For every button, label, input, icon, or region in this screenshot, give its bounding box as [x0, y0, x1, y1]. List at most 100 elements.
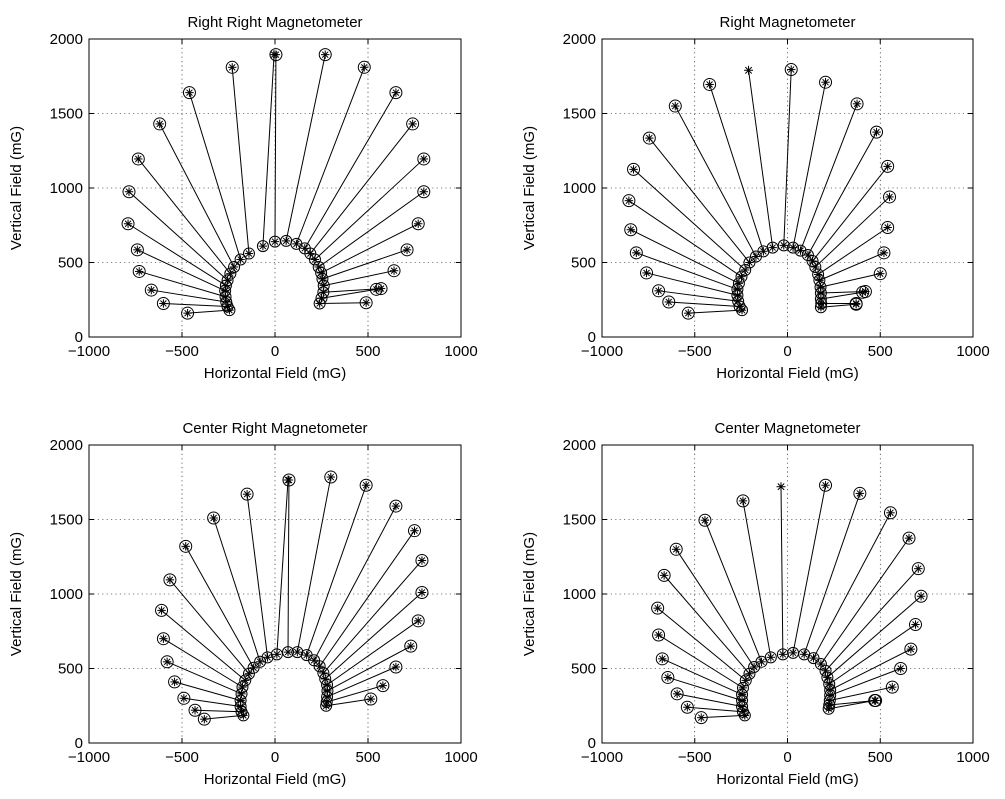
- field-vector: [813, 246, 891, 287]
- y-tick-label: 500: [571, 255, 596, 272]
- panel-title: Center Right Magnetometer: [182, 420, 367, 437]
- star-stroke: [655, 631, 662, 639]
- vector-tip-circle: [408, 524, 421, 538]
- star-stroke: [160, 300, 167, 307]
- vector-base-star: [796, 246, 805, 255]
- vector-tip-circle: [389, 499, 403, 513]
- x-tick-label: −500: [678, 343, 712, 360]
- vector-base-circle: [313, 297, 326, 310]
- vector-tip-circle: [122, 185, 136, 199]
- star-stroke: [418, 589, 426, 596]
- star-stroke: [273, 651, 281, 658]
- star-stroke: [800, 651, 808, 658]
- star-stroke: [787, 66, 795, 73]
- vector-base-star: [321, 701, 331, 710]
- ticks: −1000 −500 0 500 1000 0 500 1000 1500 2000: [50, 437, 478, 766]
- field-vector: [698, 513, 768, 668]
- vector-line: [285, 54, 326, 241]
- x-tick-label: 0: [271, 343, 279, 360]
- panel-title: Right Magnetometer: [720, 14, 856, 31]
- vector-tip-star: [271, 50, 281, 59]
- vector-tip-star: [744, 65, 754, 75]
- star-stroke: [643, 269, 650, 277]
- star-stroke: [186, 89, 193, 96]
- vector-line: [829, 648, 912, 691]
- vector-base-circle: [236, 681, 249, 694]
- star-stroke: [905, 534, 913, 542]
- star-stroke: [272, 51, 280, 58]
- field-vector: [669, 542, 761, 674]
- field-vector: [655, 652, 749, 701]
- vector-tip-star: [402, 245, 412, 255]
- star-stroke: [660, 572, 668, 579]
- x-axis-label: Horizontal Field (mG): [204, 771, 347, 788]
- star-stroke: [311, 256, 319, 263]
- vector-tip-star: [159, 299, 168, 308]
- vector-tip-circle: [411, 217, 425, 231]
- star-stroke: [826, 697, 834, 704]
- vector-tip-circle: [624, 223, 638, 237]
- field-vector: [823, 618, 922, 691]
- vector-line: [169, 579, 250, 675]
- star-stroke: [876, 270, 884, 277]
- star-stroke: [856, 490, 864, 497]
- y-tick-label: 1500: [50, 106, 83, 123]
- star-stroke: [237, 256, 244, 263]
- vector-tip-circle: [387, 264, 401, 278]
- vector-base-circle: [743, 256, 756, 269]
- star-stroke: [418, 557, 426, 564]
- vector-line: [780, 486, 784, 655]
- vector-tip-circle: [364, 692, 378, 706]
- vector-line: [704, 520, 762, 662]
- vector-tip-circle: [132, 264, 146, 278]
- vector-line: [296, 476, 332, 653]
- vector-tip-circle: [369, 282, 383, 296]
- star-stroke: [734, 297, 742, 305]
- vector-tip-star: [672, 689, 682, 699]
- star-stroke: [160, 635, 167, 643]
- field-vector: [776, 482, 789, 661]
- vector-tip-circle: [324, 470, 338, 484]
- x-tick-label: 0: [783, 749, 791, 766]
- vector-line: [139, 270, 226, 298]
- field-vectors: [622, 63, 897, 320]
- vector-line: [829, 686, 893, 702]
- star-stroke: [645, 134, 653, 142]
- vector-tip-circle: [640, 266, 654, 280]
- vector-line: [800, 103, 858, 251]
- vector-base-star: [824, 704, 833, 713]
- field-vector: [652, 628, 749, 694]
- vector-line: [792, 82, 827, 248]
- star-stroke: [166, 576, 174, 584]
- y-tick-label: 500: [571, 661, 596, 678]
- x-tick-label: 1000: [444, 749, 477, 766]
- vector-line: [262, 54, 275, 247]
- star-stroke: [264, 654, 271, 661]
- vector-tip-circle: [652, 628, 666, 642]
- vector-line: [828, 700, 875, 710]
- vector-base-circle: [739, 674, 752, 687]
- star-stroke: [322, 702, 330, 710]
- vector-line: [306, 485, 367, 656]
- vector-line: [314, 158, 425, 260]
- vector-line: [820, 291, 866, 294]
- field-vector: [807, 506, 897, 665]
- vector-tip-circle: [849, 297, 863, 311]
- star-stroke: [224, 277, 231, 284]
- star-stroke: [822, 667, 829, 675]
- vector-tip-star: [366, 694, 375, 704]
- vector-tip-star: [700, 516, 710, 525]
- vector-tip-star: [888, 682, 897, 692]
- star-stroke: [392, 502, 400, 510]
- star-stroke: [804, 251, 812, 259]
- vector-tip-circle: [657, 568, 671, 582]
- vector-tip-star: [896, 664, 905, 673]
- star-stroke: [746, 259, 753, 266]
- vector-tip-circle: [357, 60, 371, 74]
- vector-tip-circle: [877, 246, 891, 260]
- vector-line: [748, 70, 774, 248]
- vector-line: [688, 309, 743, 314]
- vector-line: [246, 494, 269, 658]
- vector-line: [174, 681, 241, 702]
- vector-tip-star: [787, 65, 796, 74]
